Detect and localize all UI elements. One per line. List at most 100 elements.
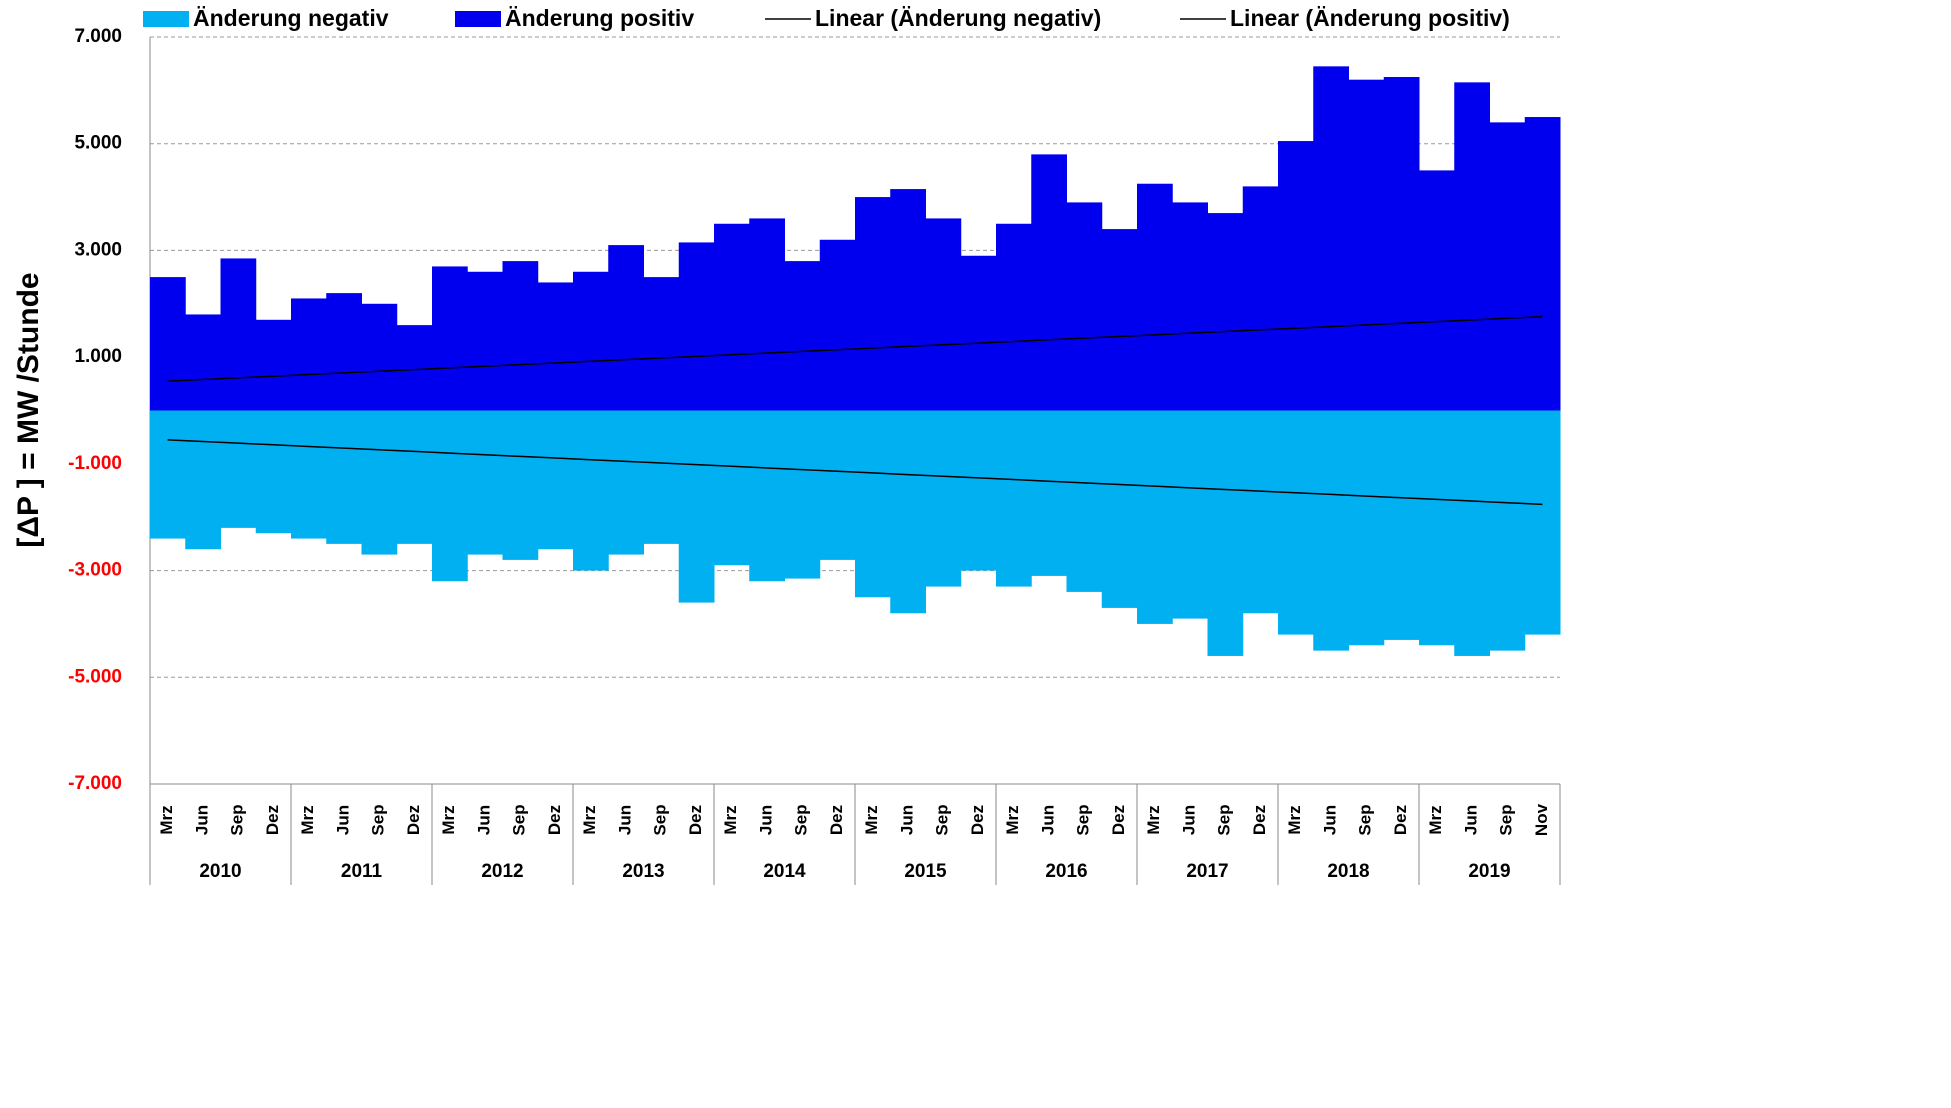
- x-tick-label: Sep: [792, 804, 811, 835]
- x-tick-label: Jun: [897, 805, 916, 835]
- trend-line: [167, 439, 1543, 506]
- bar: [326, 293, 362, 411]
- x-tick-label: Nov: [1532, 803, 1551, 836]
- legend-label: Linear (Änderung positiv): [1230, 5, 1510, 31]
- bar: [255, 410, 292, 534]
- bar: [608, 410, 644, 555]
- x-tick-label: Mrz: [721, 805, 740, 834]
- legend-label: Änderung positiv: [505, 5, 694, 31]
- bar: [396, 325, 433, 411]
- y-tick-label: -3.000: [68, 560, 122, 581]
- year-label: 2010: [199, 861, 241, 882]
- bar: [255, 319, 292, 411]
- bar: [1313, 66, 1349, 411]
- bar: [326, 410, 362, 544]
- x-tick-label: Sep: [933, 804, 952, 835]
- bar: [361, 303, 398, 411]
- bar: [819, 239, 856, 411]
- bar: [855, 410, 891, 598]
- bar: [996, 223, 1032, 411]
- bar: [396, 410, 433, 544]
- y-tick-label: 3.000: [74, 239, 122, 260]
- bar: [502, 261, 539, 411]
- bar: [784, 261, 821, 411]
- x-tick-label: Sep: [1356, 804, 1375, 835]
- bar: [1454, 82, 1490, 411]
- bar: [291, 298, 327, 411]
- x-tick-label: Dez: [545, 805, 564, 835]
- y-tick-label: -7.000: [68, 773, 122, 794]
- bar: [643, 410, 680, 544]
- year-label: 2012: [481, 861, 523, 882]
- bar: [819, 410, 856, 560]
- bar: [361, 410, 398, 555]
- bar: [1383, 410, 1420, 640]
- x-tick-label: Sep: [1074, 804, 1093, 835]
- bar: [1383, 77, 1420, 411]
- x-tick-label: Jun: [1320, 805, 1339, 835]
- bar: [185, 410, 221, 550]
- bar: [749, 410, 785, 582]
- x-tick-label: Mrz: [1426, 805, 1445, 834]
- x-tick-label: Mrz: [1003, 805, 1022, 834]
- x-tick-label: Mrz: [157, 805, 176, 834]
- x-tick-label: Mrz: [862, 805, 881, 834]
- trend-line: [167, 315, 1543, 382]
- bar: [1278, 141, 1314, 411]
- legend-swatch: [143, 11, 189, 27]
- x-tick-label: Sep: [1215, 804, 1234, 835]
- x-tick-label: Dez: [263, 805, 282, 835]
- x-tick-label: Dez: [1109, 805, 1128, 835]
- year-label: 2017: [1186, 861, 1228, 882]
- bar: [220, 410, 257, 528]
- bar: [573, 410, 609, 571]
- bar: [1207, 410, 1244, 656]
- bar: [714, 223, 750, 411]
- bar: [678, 242, 715, 411]
- bar: [502, 410, 539, 560]
- bar: [1313, 410, 1349, 651]
- bar: [537, 282, 574, 411]
- year-label: 2016: [1045, 861, 1087, 882]
- bar: [1031, 410, 1067, 576]
- bar: [1524, 117, 1561, 411]
- bar: [960, 410, 997, 571]
- x-tick-label: Mrz: [580, 805, 599, 834]
- year-label: 2019: [1468, 861, 1510, 882]
- bar: [1101, 410, 1138, 608]
- year-label: 2013: [622, 861, 664, 882]
- x-tick-label: Dez: [827, 805, 846, 835]
- legend-label: Änderung negativ: [193, 5, 389, 31]
- bar: [1207, 213, 1244, 411]
- year-label: 2018: [1327, 861, 1369, 882]
- y-axis-label: [ΔP ] = MW /Stunde: [12, 272, 45, 547]
- bar: [678, 410, 715, 603]
- bar: [890, 410, 926, 614]
- legend-swatch: [455, 11, 501, 27]
- bar: [573, 271, 609, 411]
- bar: [784, 410, 821, 579]
- bar: [1172, 410, 1208, 619]
- bar: [1137, 410, 1173, 624]
- bar: [1278, 410, 1314, 635]
- bar: [1489, 122, 1526, 411]
- bar: [1066, 410, 1103, 592]
- bar: [1419, 410, 1455, 646]
- x-tick-label: Jun: [756, 805, 775, 835]
- x-tick-label: Dez: [404, 805, 423, 835]
- y-tick-label: -5.000: [68, 666, 122, 687]
- bar: [1137, 183, 1173, 411]
- bar: [291, 410, 327, 539]
- bar: [855, 197, 891, 411]
- x-tick-label: Jun: [615, 805, 634, 835]
- x-tick-label: Jun: [1179, 805, 1198, 835]
- bar: [1242, 186, 1279, 411]
- x-tick-label: Jun: [192, 805, 211, 835]
- legend-label: Linear (Änderung negativ): [815, 5, 1101, 31]
- x-tick-label: Dez: [1250, 805, 1269, 835]
- x-tick-label: Mrz: [439, 805, 458, 834]
- x-tick-label: Dez: [968, 805, 987, 835]
- bar: [925, 218, 962, 411]
- bar: [714, 410, 750, 566]
- x-tick-label: Dez: [1391, 805, 1410, 835]
